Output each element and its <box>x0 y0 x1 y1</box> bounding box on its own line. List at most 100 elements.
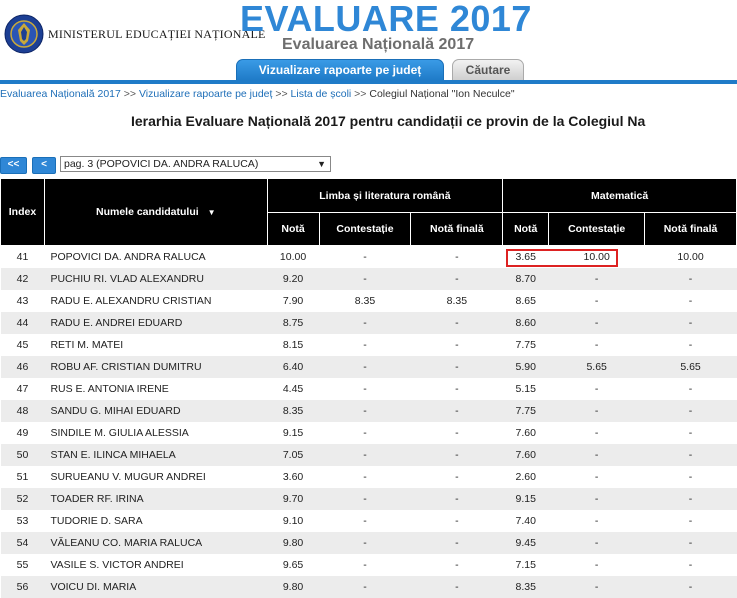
table-row: 45 RETI M. MATEI 8.15- -7.75- - <box>0 334 737 356</box>
cell-ro-contestatie: - <box>319 488 411 510</box>
page-title: Ierarhia Evaluare Națională 2017 pentru … <box>131 113 646 129</box>
cell-ro-nota-finala: - <box>410 510 503 532</box>
cell-ro-nota: 8.15 <box>267 334 320 356</box>
cell-ma-nota-finala: - <box>644 290 737 312</box>
cell-name: TUDORIE D. SARA <box>44 510 268 532</box>
cell-ro-contestatie: - <box>319 378 411 400</box>
column-header-name-label: Numele candidatului <box>96 206 199 218</box>
column-header-ma-nota-finala: Notă finală <box>644 212 737 246</box>
cell-ma-contestatie: - <box>548 378 645 400</box>
cell-ro-contestatie: - <box>319 466 411 488</box>
cell-ro-nota: 7.90 <box>267 290 320 312</box>
page-select[interactable]: pag. 3 (POPOVICI DA. ANDRA RALUCA) ▼ <box>60 156 331 172</box>
cell-ma-nota: 9.15 <box>502 488 549 510</box>
tab-cautare[interactable]: Căutare <box>452 59 524 80</box>
cell-ro-nota: 8.75 <box>267 312 320 334</box>
cell-ma-nota-finala: - <box>644 334 737 356</box>
cell-index: 45 <box>0 334 45 356</box>
cell-ro-nota-finala: - <box>410 444 503 466</box>
sort-down-icon: ▼ <box>207 208 216 217</box>
cell-ma-nota: 7.40 <box>502 510 549 532</box>
cell-ro-contestatie: - <box>319 422 411 444</box>
highlight-box <box>506 249 618 267</box>
cell-ma-contestatie: - <box>548 290 645 312</box>
cell-ro-nota: 10.00 <box>267 245 320 268</box>
cell-ma-contestatie: - <box>548 312 645 334</box>
cell-index: 47 <box>0 378 45 400</box>
cell-name: POPOVICI DA. ANDRA RALUCA <box>44 245 268 268</box>
column-header-name[interactable]: Numele candidatului ▼ <box>43 178 268 246</box>
cell-ma-nota-finala: - <box>644 466 737 488</box>
cell-ma-nota: 7.15 <box>502 554 549 576</box>
cell-index: 56 <box>0 576 45 598</box>
table-row: 53 TUDORIE D. SARA 9.10- -7.40- - <box>0 510 737 532</box>
cell-ro-contestatie: - <box>319 400 411 422</box>
cell-ma-contestatie: - <box>548 422 645 444</box>
cell-ro-contestatie: - <box>319 356 411 378</box>
table-row: 49 SINDILE M. GIULIA ALESSIA 9.15- -7.60- - <box>0 422 737 444</box>
group-header-romana: Limba și literatura română <box>266 178 504 213</box>
breadcrumb-link-evaluare[interactable]: Evaluarea Națională 2017 <box>0 88 121 100</box>
cell-ro-contestatie: - <box>319 268 411 290</box>
cell-ro-nota: 3.60 <box>267 466 320 488</box>
breadcrumb-separator: >> <box>123 88 137 100</box>
cell-ma-nota: 7.75 <box>502 334 549 356</box>
cell-ma-nota: 5.15 <box>502 378 549 400</box>
cell-ma-nota-finala: - <box>644 400 737 422</box>
table-row: 46 ROBU AF. CRISTIAN DUMITRU 6.40- -5.90 5.6… <box>0 356 737 378</box>
cell-ro-nota: 9.80 <box>267 576 320 598</box>
cell-ma-contestatie: - <box>548 554 645 576</box>
cell-ma-contestatie: - <box>548 334 645 356</box>
table-row: 52 TOADER RF. IRINA 9.70- -9.15- - <box>0 488 737 510</box>
cell-ro-nota-finala: - <box>410 268 503 290</box>
group-header-matematica: Matematică <box>502 178 737 213</box>
table-row: 54 VĂLEANU CO. MARIA RALUCA 9.80- -9.45- - <box>0 532 737 554</box>
breadcrumb-link-scoli[interactable]: Lista de școli <box>290 88 352 100</box>
cell-ma-contestatie: - <box>548 488 645 510</box>
cell-name: ROBU AF. CRISTIAN DUMITRU <box>44 356 268 378</box>
cell-ro-nota-finala: - <box>410 466 503 488</box>
cell-ro-nota-finala: - <box>410 312 503 334</box>
previous-page-button[interactable]: < <box>32 157 56 174</box>
cell-ma-contestatie: 5.65 <box>548 356 645 378</box>
cell-ma-nota-finala: - <box>644 576 737 598</box>
cell-ro-contestatie: - <box>319 444 411 466</box>
table-row: 44 RADU E. ANDREI EDUARD 8.75- -8.60- - <box>0 312 737 334</box>
column-header-ma-nota: Notă <box>502 212 550 246</box>
cell-ma-contestatie: - <box>548 444 645 466</box>
cell-name: RETI M. MATEI <box>44 334 268 356</box>
tab-vizualizare-rapoarte[interactable]: Vizualizare rapoarte pe județ <box>236 59 444 80</box>
cell-name: TOADER RF. IRINA <box>44 488 268 510</box>
cell-ro-nota-finala: - <box>410 356 503 378</box>
cell-index: 49 <box>0 422 45 444</box>
cell-ro-contestatie: 8.35 <box>319 290 411 312</box>
cell-ma-nota: 7.60 <box>502 444 549 466</box>
table-row: 43 RADU E. ALEXANDRU CRISTIAN 7.90 8.35 8.35… <box>0 290 737 312</box>
breadcrumb-separator: >> <box>354 88 367 100</box>
cell-name: RUS E. ANTONIA IRENE <box>44 378 268 400</box>
cell-ro-contestatie: - <box>319 510 411 532</box>
first-page-button[interactable]: << <box>0 157 27 174</box>
table-row: 48 SANDU G. MIHAI EDUARD 8.35- -7.75- - <box>0 400 737 422</box>
cell-ma-nota-finala: 10.00 <box>644 245 737 268</box>
cell-ma-contestatie: - <box>548 268 645 290</box>
column-header-ma-contestatie: Contestație <box>548 212 646 246</box>
cell-ma-nota-finala: 5.65 <box>644 356 737 378</box>
cell-ro-nota: 9.80 <box>267 532 320 554</box>
cell-index: 42 <box>0 268 45 290</box>
cell-ma-nota-finala: - <box>644 444 737 466</box>
cell-name: SANDU G. MIHAI EDUARD <box>44 400 268 422</box>
coat-of-arms-icon <box>4 14 44 54</box>
cell-ma-nota-finala: - <box>644 554 737 576</box>
cell-index: 55 <box>0 554 45 576</box>
cell-name: RADU E. ANDREI EDUARD <box>44 312 268 334</box>
cell-name: STAN E. ILINCA MIHAELA <box>44 444 268 466</box>
cell-name: RADU E. ALEXANDRU CRISTIAN <box>44 290 268 312</box>
cell-ro-nota-finala: 8.35 <box>410 290 503 312</box>
cell-name: SURUEANU V. MUGUR ANDREI <box>44 466 268 488</box>
cell-name: SINDILE M. GIULIA ALESSIA <box>44 422 268 444</box>
breadcrumb-link-rapoarte[interactable]: Vizualizare rapoarte pe județ <box>138 88 273 100</box>
table-row: 41 POPOVICI DA. ANDRA RALUCA 10.00- -3.65 10… <box>0 245 737 268</box>
breadcrumb: Evaluarea Națională 2017 >> Vizualizare … <box>0 88 515 100</box>
cell-ma-contestatie: - <box>548 532 645 554</box>
